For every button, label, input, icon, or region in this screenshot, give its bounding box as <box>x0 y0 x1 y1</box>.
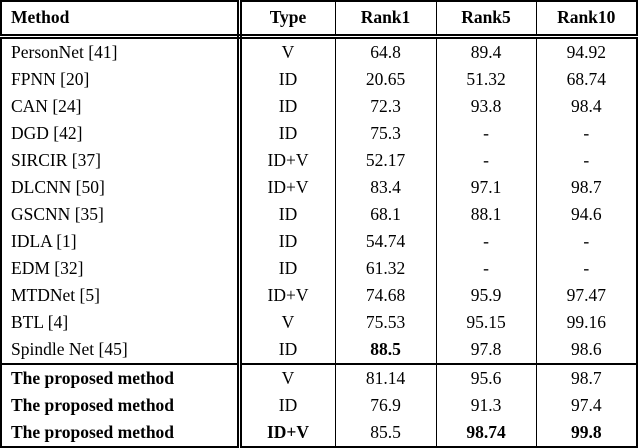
cell-method: EDM [32] <box>1 255 242 282</box>
cell-rank5: 89.4 <box>436 36 537 66</box>
table-row: PersonNet [41] V 64.8 89.4 94.92 <box>1 36 637 66</box>
cell-rank10: 97.4 <box>570 394 602 415</box>
cell-rank10: - <box>583 122 590 143</box>
cell-rank10: 98.6 <box>570 338 602 359</box>
cell-rank5: 95.6 <box>436 363 537 392</box>
cell-method: CAN [24] <box>1 93 242 120</box>
cell-rank1: 52.17 <box>335 147 437 174</box>
cell-rank5: 51.32 <box>436 66 537 93</box>
cell-rank1: 75.53 <box>335 309 437 336</box>
cell-type: V <box>239 363 336 392</box>
cell-type: ID <box>239 66 336 93</box>
cell-type: ID <box>239 336 336 364</box>
cell-rank5: - <box>436 255 537 282</box>
cell-rank10: 98.4 <box>570 95 602 116</box>
header-row: Method Type Rank1 Rank5 Rank10 <box>1 1 637 39</box>
cell-type: ID+V <box>239 147 336 174</box>
cell-rank10: 68.74 <box>566 68 606 89</box>
cell-rank1: 61.32 <box>335 255 437 282</box>
cell-type: ID <box>239 255 336 282</box>
cell-rank10: - <box>583 257 590 278</box>
cell-method: The proposed method <box>1 419 242 447</box>
table-row: BTL [4] V 75.53 95.15 99.16 <box>1 309 637 336</box>
cell-rank5: 88.1 <box>436 201 537 228</box>
cell-rank1: 72.3 <box>335 93 437 120</box>
cell-rank5: 95.9 <box>436 282 537 309</box>
cell-rank5: 98.74 <box>436 419 537 447</box>
cell-method: The proposed method <box>1 392 242 419</box>
header-rank1: Rank1 <box>335 1 437 39</box>
table-row: CAN [24] ID 72.3 93.8 98.4 <box>1 93 637 120</box>
cell-type: ID <box>239 93 336 120</box>
cell-rank1: 54.74 <box>335 228 437 255</box>
cell-rank1: 74.68 <box>335 282 437 309</box>
cell-rank5: - <box>436 120 537 147</box>
cell-rank10: 99.16 <box>566 311 606 332</box>
cell-rank1: 75.3 <box>335 120 437 147</box>
cell-rank1: 88.5 <box>335 336 437 364</box>
cell-rank5: 95.15 <box>436 309 537 336</box>
cell-rank1: 81.14 <box>335 363 437 392</box>
cell-rank10: 94.6 <box>570 203 602 224</box>
table-row: SIRCIR [37] ID+V 52.17- - <box>1 147 637 174</box>
cell-rank1: 85.5 <box>335 419 437 447</box>
cell-rank10: 94.92 <box>566 41 606 62</box>
cell-method: DGD [42] <box>1 120 242 147</box>
cell-method: GSCNN [35] <box>1 201 242 228</box>
cell-type: ID+V <box>239 282 336 309</box>
cell-method: PersonNet [41] <box>1 36 242 66</box>
header-method: Method <box>1 1 242 39</box>
table-row: DLCNN [50] ID+V 83.4 97.1 98.7 <box>1 174 637 201</box>
cell-rank1: 76.9 <box>335 392 437 419</box>
cell-method: IDLA [1] <box>1 228 242 255</box>
cell-rank10: - <box>583 149 590 170</box>
table-row: The proposed method V 81.14 95.6 98.7 <box>1 363 637 392</box>
cell-rank1: 68.1 <box>335 201 437 228</box>
table-row: MTDNet [5] ID+V 74.68 95.9 97.47 <box>1 282 637 309</box>
header-rank5: Rank5 <box>436 1 537 39</box>
cell-method: SIRCIR [37] <box>1 147 242 174</box>
cell-type: ID+V <box>239 419 336 447</box>
cell-type: ID <box>239 228 336 255</box>
cell-method: DLCNN [50] <box>1 174 242 201</box>
cell-method: The proposed method <box>1 363 242 392</box>
table-row: The proposed method ID 76.9 91.3 97.4 <box>1 392 637 419</box>
cell-rank10: 98.7 <box>570 176 602 197</box>
cell-rank10: 99.8 <box>570 421 602 442</box>
cell-rank5: 97.1 <box>436 174 537 201</box>
cell-type: ID+V <box>239 174 336 201</box>
cell-rank5: 97.8 <box>436 336 537 364</box>
cell-method: FPNN [20] <box>1 66 242 93</box>
header-rank10: Rank10 <box>536 1 637 39</box>
cell-type: ID <box>239 201 336 228</box>
cell-rank5: 93.8 <box>436 93 537 120</box>
cell-type: ID <box>239 120 336 147</box>
cell-rank10: - <box>583 230 590 251</box>
cell-type: V <box>239 36 336 66</box>
cell-rank5: 91.3 <box>436 392 537 419</box>
cell-rank1: 64.8 <box>335 36 437 66</box>
table-body: PersonNet [41] V 64.8 89.4 94.92 FPNN [20] ID 2… <box>1 36 637 447</box>
cell-type: V <box>239 309 336 336</box>
table-row: GSCNN [35] ID 68.1 88.1 94.6 <box>1 201 637 228</box>
cell-method: MTDNet [5] <box>1 282 242 309</box>
header-type: Type <box>239 1 336 39</box>
cell-rank1: 20.65 <box>335 66 437 93</box>
table-row: EDM [32] ID 61.32- - <box>1 255 637 282</box>
cell-rank10: 97.47 <box>566 284 606 305</box>
cell-method: BTL [4] <box>1 309 242 336</box>
cell-type: ID <box>239 392 336 419</box>
cell-method: Spindle Net [45] <box>1 336 242 364</box>
table-header: Method Type Rank1 Rank5 Rank10 <box>1 1 637 39</box>
table-row: DGD [42] ID 75.3- - <box>1 120 637 147</box>
cell-rank5: - <box>436 147 537 174</box>
table-row: IDLA [1] ID 54.74- - <box>1 228 637 255</box>
table-row: Spindle Net [45] ID 88.5 97.8 98.6 <box>1 336 637 364</box>
cell-rank5: - <box>436 228 537 255</box>
table-row: FPNN [20] ID 20.65 51.32 68.74 <box>1 66 637 93</box>
cell-rank1: 83.4 <box>335 174 437 201</box>
table-row: The proposed method ID+V 85.5 98.74 99.8 <box>1 419 637 447</box>
cell-rank10: 98.7 <box>536 363 637 392</box>
